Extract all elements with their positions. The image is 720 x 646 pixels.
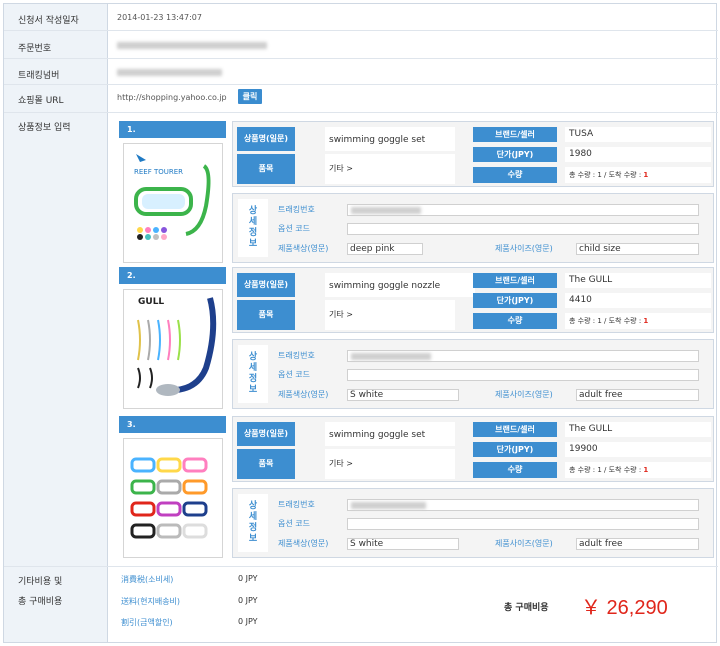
svg-text:GULL: GULL: [138, 297, 164, 307]
brand-header: 브랜드/셀러: [473, 273, 557, 288]
total-label: 총 구매비용: [504, 603, 549, 613]
product-image: GULL: [123, 289, 223, 409]
option-input[interactable]: [347, 518, 699, 530]
brand-header: 브랜드/셀러: [473, 422, 557, 437]
tracking-number-redacted: [117, 69, 222, 76]
product-name: swimming goggle set: [325, 127, 455, 151]
goggle-nozzle-image: GULL: [137, 297, 217, 396]
brand-value: TUSA: [565, 127, 711, 142]
size-field-label: 제품사이즈(영문): [495, 244, 553, 253]
product-2: 2. GULL 상품명(일문) swimming goggle nozzle 품…: [119, 267, 714, 414]
category-header: 품목: [237, 154, 295, 184]
price-header: 단가(JPY): [473, 147, 557, 162]
tracking-input[interactable]: [347, 350, 699, 362]
option-field-label: 옵션 코드: [278, 519, 310, 528]
size-input[interactable]: child size: [576, 243, 699, 255]
size-input[interactable]: adult free: [576, 538, 699, 550]
price-value: 19900: [565, 442, 711, 457]
product-name: swimming goggle set: [325, 422, 455, 446]
fee-value-discount: 0 JPY: [238, 617, 258, 626]
size-field-label: 제품사이즈(영문): [495, 539, 553, 548]
size-input[interactable]: adult free: [576, 389, 699, 401]
product-number: 3.: [119, 416, 226, 433]
brand-value: The GULL: [565, 422, 711, 437]
fee-label-shipping: 送料(현지배송비): [121, 597, 181, 606]
product-name: swimming goggle nozzle: [325, 273, 475, 297]
price-value: 1980: [565, 147, 711, 162]
goggle-set-image: REEF TOURER: [134, 154, 211, 240]
name-header: 상품명(일문): [237, 422, 295, 446]
brand-header: 브랜드/셀러: [473, 127, 557, 142]
qty-header: 수량: [473, 167, 557, 183]
category-value: 기타 >: [325, 154, 455, 184]
svg-text:REEF TOURER: REEF TOURER: [134, 168, 183, 176]
product-info-label: 상품정보 입력: [18, 123, 71, 133]
tracking-field-label: 트래킹번호: [278, 351, 315, 360]
fees-label-line1: 기타비용 및: [18, 577, 63, 587]
color-input[interactable]: deep pink: [347, 243, 423, 255]
qty-header: 수량: [473, 462, 557, 478]
category-value: 기타 >: [325, 300, 455, 330]
product-table: 상품명(일문) swimming goggle set 품목 기타 > 브랜드/…: [232, 121, 714, 187]
tracking-input[interactable]: [347, 499, 699, 511]
shop-url-value: http://shopping.yahoo.co.jp: [117, 93, 227, 102]
fee-label-tax: 消費税(소비세): [121, 575, 174, 584]
color-input[interactable]: S white: [347, 389, 459, 401]
category-header: 품목: [237, 300, 295, 330]
product-number: 1.: [119, 121, 226, 138]
color-field-label: 제품색상(영문): [278, 244, 329, 253]
fees-label-line2: 총 구매비용: [18, 597, 63, 607]
price-header: 단가(JPY): [473, 442, 557, 457]
tracking-field-label: 트래킹번호: [278, 205, 315, 214]
option-input[interactable]: [347, 223, 699, 235]
size-field-label: 제품사이즈(영문): [495, 390, 553, 399]
tracking-label: 트래킹넘버: [18, 71, 60, 81]
shop-url-label: 쇼핑몰 URL: [18, 96, 64, 106]
option-field-label: 옵션 코드: [278, 224, 310, 233]
qty-header: 수량: [473, 313, 557, 329]
name-header: 상품명(일문): [237, 273, 295, 297]
date-label: 신청서 작성일자: [18, 16, 79, 26]
qty-value: 총 수량 : 1 / 도착 수량 : 1: [565, 167, 711, 183]
label-column: [4, 4, 108, 642]
product-number: 2.: [119, 267, 226, 284]
brand-value: The GULL: [565, 273, 711, 288]
product-table: 상품명(일문) swimming goggle nozzle 품목 기타 > 브…: [232, 267, 714, 333]
product-image: [123, 438, 223, 558]
product-1: 1. REEF TOURER 상품명(일문) swimming goggle s…: [119, 121, 714, 268]
color-field-label: 제품색상(영문): [278, 390, 329, 399]
option-input[interactable]: [347, 369, 699, 381]
tracking-field-label: 트래킹번호: [278, 500, 315, 509]
total-amount: ￥ 26,290: [581, 597, 668, 619]
qty-value: 총 수량 : 1 / 도착 수량 : 1: [565, 313, 711, 329]
order-number-redacted: [117, 42, 267, 49]
product-3: 3. 상품명(일문) swimming goggle set 품목 기타 >: [119, 416, 714, 563]
product-table: 상품명(일문) swimming goggle set 품목 기타 > 브랜드/…: [232, 416, 714, 482]
order-form: 신청서 작성일자 2014-01-23 13:47:07 주문번호 트래킹넘버 …: [3, 3, 718, 643]
option-field-label: 옵션 코드: [278, 370, 310, 379]
date-value: 2014-01-23 13:47:07: [117, 13, 202, 22]
fee-value-tax: 0 JPY: [238, 574, 258, 583]
order-label: 주문번호: [18, 44, 52, 54]
product-image: REEF TOURER: [123, 143, 223, 263]
category-value: 기타 >: [325, 449, 455, 479]
qty-value: 총 수량 : 1 / 도착 수량 : 1: [565, 462, 711, 478]
price-header: 단가(JPY): [473, 293, 557, 308]
category-header: 품목: [237, 449, 295, 479]
click-button[interactable]: 클릭: [238, 89, 262, 104]
color-input[interactable]: S white: [347, 538, 459, 550]
tracking-input[interactable]: [347, 204, 699, 216]
name-header: 상품명(일문): [237, 127, 295, 151]
fee-value-shipping: 0 JPY: [238, 596, 258, 605]
price-value: 4410: [565, 293, 711, 308]
goggle-set-image: [130, 457, 208, 539]
fee-label-discount: 割引(금액할인): [121, 618, 173, 627]
color-field-label: 제품색상(영문): [278, 539, 329, 548]
